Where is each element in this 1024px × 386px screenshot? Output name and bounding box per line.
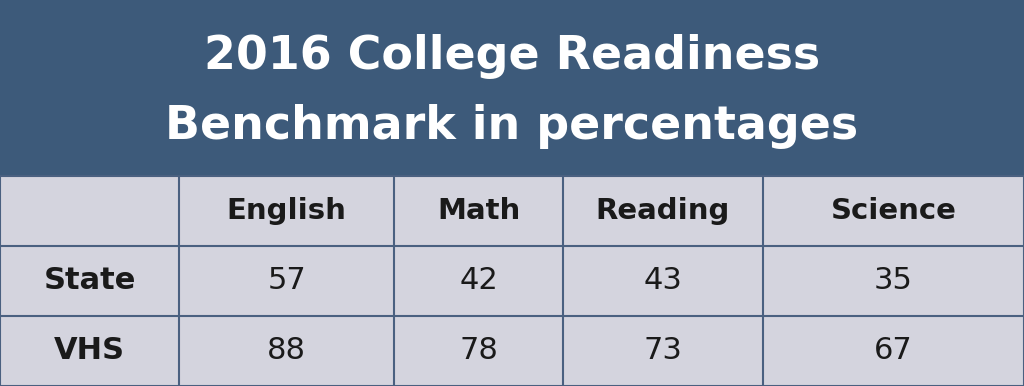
Text: 67: 67 <box>874 337 912 366</box>
Text: 88: 88 <box>267 337 306 366</box>
Text: State: State <box>43 266 136 295</box>
Text: Math: Math <box>437 197 520 225</box>
Text: Benchmark in percentages: Benchmark in percentages <box>166 104 858 149</box>
Text: 2016 College Readiness: 2016 College Readiness <box>204 34 820 79</box>
Text: 42: 42 <box>460 266 498 295</box>
Bar <box>0 176 1024 386</box>
Text: English: English <box>226 197 347 225</box>
Text: Science: Science <box>830 197 956 225</box>
Text: 57: 57 <box>267 266 306 295</box>
Text: 73: 73 <box>644 337 682 366</box>
Bar <box>0 0 1024 176</box>
Text: 43: 43 <box>644 266 682 295</box>
Text: Reading: Reading <box>596 197 730 225</box>
Text: 35: 35 <box>874 266 912 295</box>
Text: VHS: VHS <box>54 337 125 366</box>
Text: 78: 78 <box>460 337 498 366</box>
